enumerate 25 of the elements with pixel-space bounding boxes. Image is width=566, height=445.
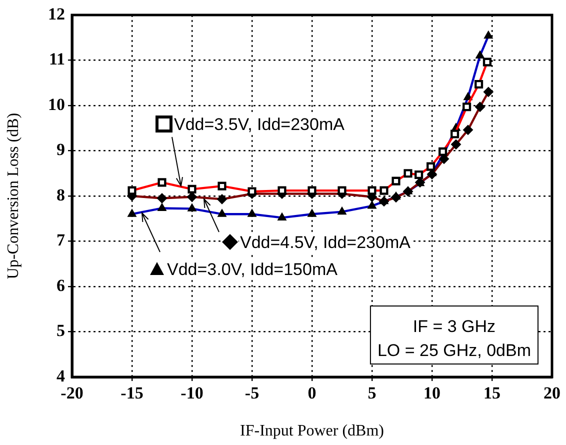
annotation: IF = 3 GHz [412,317,496,336]
y-tick-label: 6 [56,276,65,295]
y-tick-label: 9 [56,140,65,160]
y-tick-label: 5 [56,321,65,340]
x-axis-title: IF-Input Power (dBm) [240,422,384,440]
x-tick-label: -10 [180,384,204,403]
x-tick-label: 15 [484,384,500,403]
x-tick-label: 20 [544,384,560,403]
y-tick-label: 10 [48,94,65,114]
x-tick-label: 10 [424,384,440,403]
y-tick-label: 4 [56,366,66,386]
annotation: LO = 25 GHz, 0dBm [377,341,532,360]
legend-label: Vdd=4.5V, Idd=230mA [240,233,412,252]
y-tick-label: 7 [56,230,66,250]
legend-label: Vdd=3.0V, Idd=150mA [167,260,338,279]
y-tick-label: 8 [56,185,65,204]
legend-label: Vdd=3.5V, Idd=230mA [174,115,346,134]
x-tick-label: 5 [368,384,376,403]
x-tick-label: -20 [60,384,84,403]
x-tick-label: -5 [244,384,260,403]
y-tick-label: 12 [48,4,65,24]
x-tick-label: 0 [308,384,316,403]
y-tick-label: 11 [48,50,65,69]
x-tick-label: -15 [120,384,144,403]
y-axis-title: Up-Conversion Loss (dB) [4,112,22,280]
